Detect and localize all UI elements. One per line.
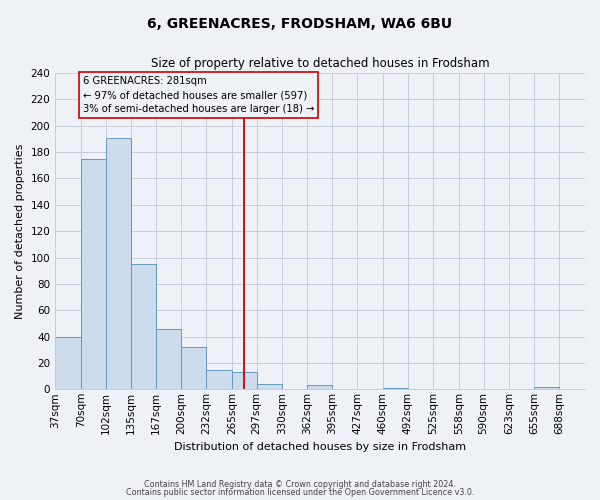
Y-axis label: Number of detached properties: Number of detached properties [15,144,25,319]
X-axis label: Distribution of detached houses by size in Frodsham: Distribution of detached houses by size … [174,442,466,452]
Bar [181,347,206,390]
Bar [55,336,81,390]
Bar [383,388,407,390]
Title: Size of property relative to detached houses in Frodsham: Size of property relative to detached ho… [151,58,490,70]
Bar [156,328,181,390]
Bar [206,370,232,390]
Bar [534,386,559,390]
Bar [257,384,282,390]
Bar [232,372,257,390]
Text: 6, GREENACRES, FRODSHAM, WA6 6BU: 6, GREENACRES, FRODSHAM, WA6 6BU [148,18,452,32]
Bar [307,386,332,390]
Text: 6 GREENACRES: 281sqm
← 97% of detached houses are smaller (597)
3% of semi-detac: 6 GREENACRES: 281sqm ← 97% of detached h… [83,76,314,114]
Text: Contains HM Land Registry data © Crown copyright and database right 2024.: Contains HM Land Registry data © Crown c… [144,480,456,489]
Bar [106,138,131,390]
Text: Contains public sector information licensed under the Open Government Licence v3: Contains public sector information licen… [126,488,474,497]
Bar [81,158,106,390]
Bar [131,264,156,390]
